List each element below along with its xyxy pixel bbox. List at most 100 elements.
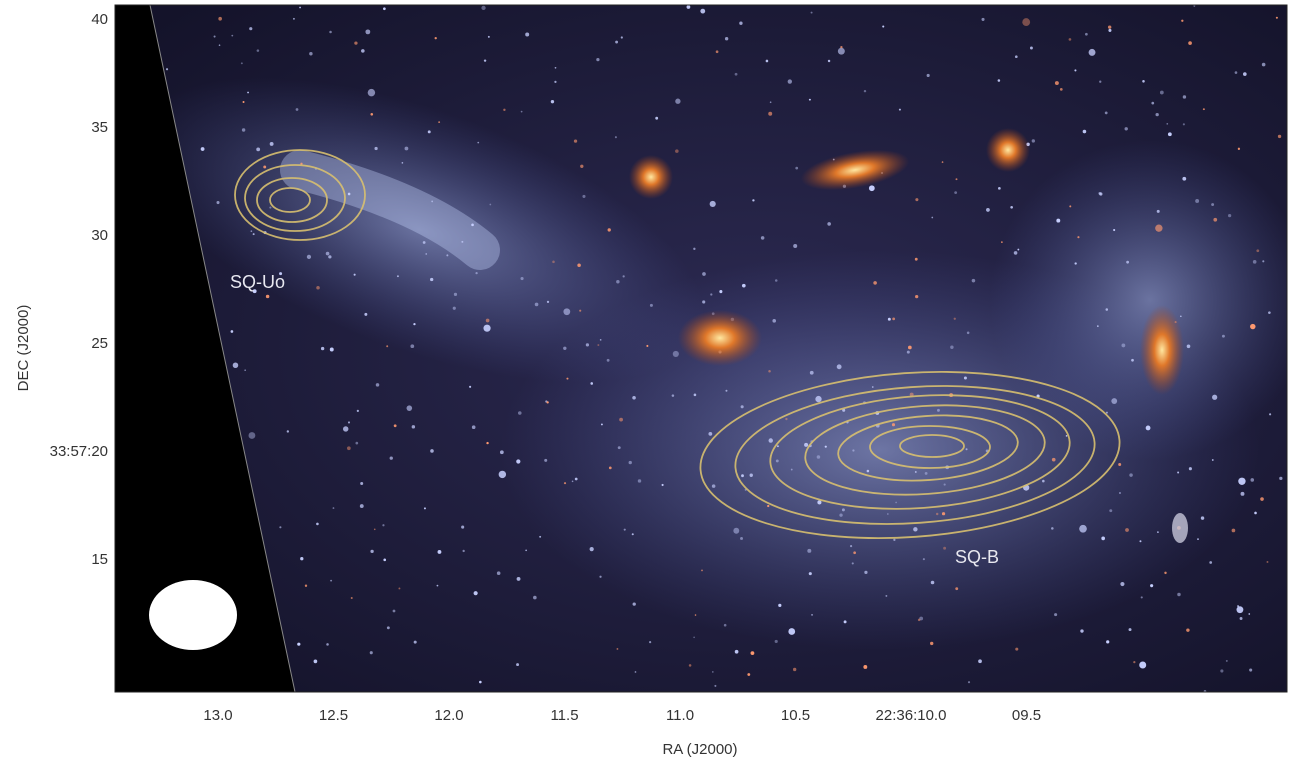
frame [114,4,1288,693]
star [1156,209,1160,213]
star [369,651,373,655]
star [370,549,374,554]
star [741,474,744,478]
star [1051,457,1056,462]
star [714,684,717,687]
star [1279,476,1283,481]
star [1119,492,1121,494]
star [1085,32,1088,36]
star [752,199,755,202]
star [606,358,610,362]
star [1181,19,1184,22]
star [953,317,956,320]
star [708,432,713,436]
star [347,421,351,424]
y-axis-label: DEC (J2000) [15,305,32,392]
star [906,350,910,354]
star [304,584,308,587]
star [615,40,619,44]
star [1250,478,1255,482]
star [655,116,659,120]
star [1157,531,1159,533]
star [637,479,642,483]
star [646,344,649,347]
star [571,480,574,483]
star [628,460,632,465]
y-tick-label: 15 [91,551,108,568]
star [589,546,594,552]
star [1250,323,1256,330]
star [1182,123,1185,126]
star [898,108,901,111]
star [1010,205,1013,209]
star [950,345,954,349]
star [1088,48,1096,56]
star [563,482,567,485]
star [790,468,793,471]
star [734,649,739,654]
star [516,576,521,581]
star [554,80,557,83]
star [725,389,728,392]
star [1195,199,1200,203]
star [937,408,940,412]
star [373,528,376,531]
x-tick-label: 12.0 [434,707,463,724]
star [353,273,356,276]
star [817,500,822,505]
star [715,50,719,54]
star [483,324,491,332]
star [1031,139,1035,143]
star [672,350,679,357]
star [787,79,793,84]
star [471,223,474,227]
star [1104,111,1108,115]
star [749,473,753,477]
star [701,569,703,572]
star [479,680,482,684]
star [574,477,578,481]
star [396,275,399,278]
star [808,98,811,101]
star [249,27,253,31]
star [1120,581,1125,587]
star [863,89,867,93]
star [422,241,426,244]
star [891,423,896,427]
star [1211,459,1214,461]
star [230,330,234,333]
y-tick-label: 30 [91,227,108,244]
star [614,136,617,139]
star [607,228,611,232]
x-tick-label: 10.5 [781,707,810,724]
star [1140,596,1143,599]
star [693,247,696,251]
star [430,449,434,453]
x-tick-label: 09.5 [1012,707,1041,724]
star [269,141,274,146]
star [1056,218,1061,223]
star [649,641,652,644]
star [326,643,329,646]
star [498,470,507,479]
star [631,533,634,536]
star [599,575,602,578]
star [1167,132,1172,137]
star [525,549,527,552]
star [1166,123,1169,125]
star [1111,398,1118,404]
star [1125,528,1129,532]
star [200,147,205,151]
x-tick-label: 12.5 [319,707,348,724]
star [1212,394,1218,400]
star [917,618,921,622]
star [295,108,299,111]
star [965,448,968,451]
star [871,386,874,388]
star [1197,538,1199,541]
star [895,501,897,504]
star [649,303,653,307]
star [1121,343,1126,348]
star [776,445,779,448]
star [608,466,612,470]
